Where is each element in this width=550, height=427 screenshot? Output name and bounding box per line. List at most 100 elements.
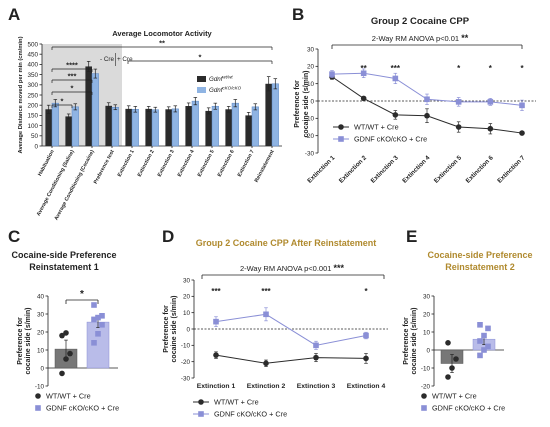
- x-tick-label: Extinction 3: [157, 149, 176, 178]
- bar: [251, 106, 259, 147]
- a-y-tick-label: 100: [27, 123, 38, 130]
- x-tick-label: Habituation: [37, 149, 56, 177]
- b-y-tick-label: 30: [307, 46, 315, 53]
- significance-label: ***: [391, 64, 401, 73]
- data-point-square: [360, 70, 367, 77]
- b-y-tick-label: -30: [305, 150, 315, 157]
- data-point-square: [198, 411, 204, 417]
- legend-label: WT/WT + Cre: [46, 392, 91, 401]
- a-y-tick-label: 500: [27, 41, 38, 48]
- significance-label: *: [61, 97, 64, 106]
- chart-title: Group 2 Cocaine CPP: [371, 16, 470, 27]
- a-y-tick-label: 400: [27, 62, 38, 69]
- significance-label: ***: [211, 287, 221, 296]
- data-point-circle: [63, 330, 69, 336]
- d-y-tick-label: 0: [186, 326, 190, 333]
- data-point-circle: [453, 356, 459, 362]
- y-axis-label: Preference for: [294, 80, 301, 128]
- b-y-tick-label: 10: [307, 81, 315, 88]
- data-point-circle: [363, 355, 369, 362]
- panel-e-y-tick-label: -10: [421, 365, 431, 372]
- significance-label: *: [457, 64, 461, 73]
- data-point-circle: [445, 340, 451, 346]
- a-y-tick-label: 450: [27, 52, 38, 59]
- d-y-tick-label: 10: [183, 310, 191, 317]
- bar: [86, 321, 110, 369]
- bar: [271, 83, 279, 147]
- bar: [71, 106, 79, 147]
- panel-c-y-tick-label: 10: [37, 347, 45, 354]
- bar: [171, 108, 179, 147]
- bar: [51, 102, 59, 147]
- significance-label: ***: [261, 287, 271, 296]
- d-y-tick-label: 30: [183, 277, 191, 284]
- chart-title: Cocaine-side Preference: [11, 250, 116, 260]
- legend-label: GDNF cKO/cKO + Cre: [46, 404, 119, 413]
- x-tick-label: Extinction 2: [137, 149, 156, 178]
- data-point-circle: [67, 350, 73, 357]
- x-tick-label: Extinction 5: [197, 149, 216, 178]
- legend-label: GDNF cKO/cKO + Cre: [354, 135, 427, 144]
- panel-a: Average Locomotor Activity Average Distan…: [0, 0, 282, 221]
- data-point-circle: [421, 393, 427, 399]
- y-axis-label: Average Distance moved per min (cm/min): [18, 36, 24, 153]
- data-point-square: [363, 332, 369, 339]
- bar: [85, 66, 92, 146]
- d-y-tick-label: -30: [181, 375, 191, 382]
- data-point-circle: [424, 112, 430, 119]
- data-point-square: [91, 316, 97, 323]
- x-tick-label: Extinction 5: [433, 154, 464, 185]
- data-point-square: [519, 102, 525, 109]
- significance-label: *: [520, 64, 524, 73]
- bar: [265, 83, 272, 146]
- data-point-square: [485, 343, 491, 350]
- data-point-square: [392, 75, 399, 82]
- data-point-circle: [213, 352, 219, 358]
- hidden: - Cre +: [0, 0, 11, 2]
- y-axis-label: cocaine side (s/min): [25, 308, 32, 375]
- bar: [131, 109, 139, 147]
- y-axis-label: cocaine side (s/min): [411, 308, 418, 375]
- data-point-circle: [455, 124, 462, 130]
- bar: [105, 105, 112, 146]
- data-point-square: [95, 331, 101, 337]
- chart-subtitle: Reinstatement 1: [29, 262, 99, 272]
- a-y-tick-label: 300: [27, 82, 38, 89]
- x-tick-label: Average Conditioning (Cocaine): [53, 149, 95, 222]
- x-tick-label: Extinction 2: [338, 154, 369, 185]
- bar: [211, 105, 219, 147]
- anova-label: 2-Way RM ANOVA p<0.01 **: [372, 33, 469, 43]
- data-point-circle: [487, 125, 494, 132]
- significance-label: *: [71, 84, 74, 93]
- bar: [231, 102, 239, 147]
- data-point-circle: [445, 374, 451, 380]
- x-tick-label: Preference test: [93, 149, 116, 185]
- b-y-tick-label: -10: [305, 116, 315, 123]
- annotation-minus-cre: - Cre: [100, 56, 114, 63]
- data-point-circle: [35, 393, 41, 399]
- panel-c-y-tick-label: -10: [35, 383, 45, 390]
- data-point-square: [313, 342, 319, 349]
- y-axis-label: cocaine side (s/min): [171, 296, 178, 363]
- x-tick-label: Extinction 7: [237, 149, 256, 178]
- legend-label: WT/WT + Cre: [432, 392, 477, 401]
- bar: [145, 108, 152, 146]
- d-y-tick-label: -20: [181, 359, 191, 366]
- a-y-tick-label: 50: [31, 133, 39, 140]
- annotation-plus-cre: + Cre: [117, 56, 133, 63]
- a-y-tick-label: 200: [27, 103, 38, 110]
- x-tick-label: Extinction 1: [197, 383, 236, 390]
- data-point-square: [477, 338, 483, 344]
- data-point-square: [99, 313, 105, 319]
- anova-label: 2-Way RM ANOVA p<0.001 ***: [240, 263, 345, 273]
- chart-title: Cocaine-side Preference: [427, 250, 532, 260]
- y-axis-label: Preference for: [403, 317, 410, 365]
- panel-c: Cocaine-side Preference Reinstatement 1 Pr…: [11, 250, 119, 413]
- chart-subtitle: Reinstatement 2: [445, 262, 515, 272]
- significance-label: **: [361, 64, 368, 73]
- data-point-square: [477, 322, 483, 328]
- significance-label: *: [80, 289, 84, 300]
- data-point-circle: [313, 354, 319, 361]
- significance-label: **: [159, 39, 165, 48]
- bar: [245, 115, 252, 146]
